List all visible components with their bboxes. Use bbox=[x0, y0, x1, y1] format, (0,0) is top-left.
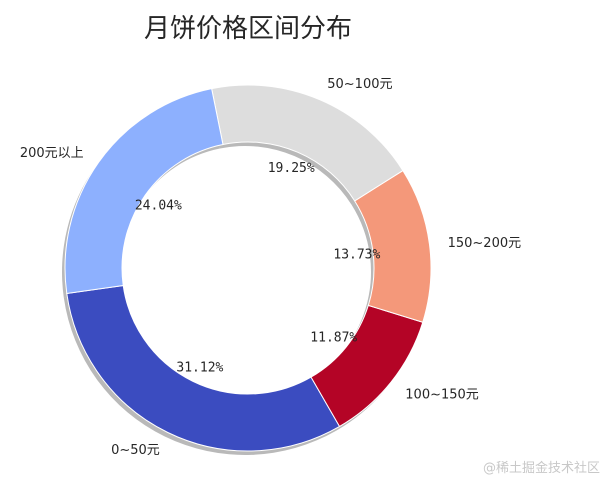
category-label: 200元以上 bbox=[20, 146, 84, 161]
chart-title: 月饼价格区间分布 bbox=[143, 14, 352, 44]
category-label: 150~200元 bbox=[448, 236, 522, 251]
percentage-label: 31.12% bbox=[176, 361, 223, 376]
percentage-label: 13.73% bbox=[333, 248, 380, 263]
category-label: 100~150元 bbox=[405, 388, 479, 403]
donut-slice bbox=[66, 284, 341, 452]
donut-slices bbox=[64, 84, 432, 452]
category-label: 0~50元 bbox=[111, 443, 160, 458]
watermark: @稀土掘金技术社区 bbox=[482, 461, 600, 476]
percentage-label: 19.25% bbox=[268, 161, 315, 176]
percentage-label: 11.87% bbox=[310, 331, 357, 346]
donut-slice bbox=[64, 88, 224, 295]
donut-labels: 0~50元 31.12% 100~150元 11.87% 150~200元 13.73% 5… bbox=[20, 77, 521, 458]
category-label: 50~100元 bbox=[327, 77, 392, 92]
percentage-label: 24.04% bbox=[135, 199, 182, 214]
